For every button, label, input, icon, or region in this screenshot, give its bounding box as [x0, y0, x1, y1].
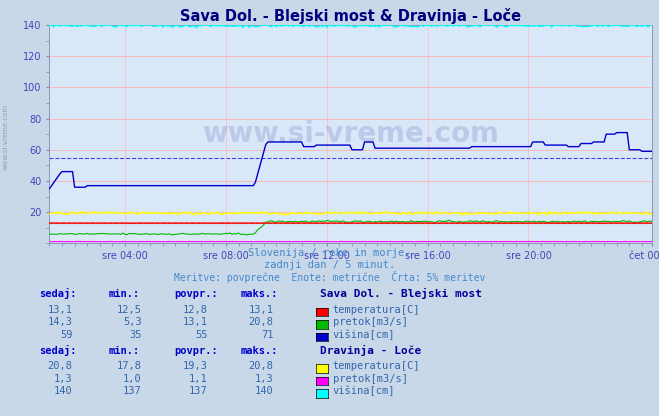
Text: pretok[m3/s]: pretok[m3/s] [333, 317, 408, 327]
Text: 140: 140 [54, 386, 72, 396]
Text: 20,8: 20,8 [248, 317, 273, 327]
Text: maks.:: maks.: [241, 290, 278, 300]
Text: zadnji dan / 5 minut.: zadnji dan / 5 minut. [264, 260, 395, 270]
Text: 12,8: 12,8 [183, 305, 208, 315]
Text: 35: 35 [129, 330, 142, 340]
Text: Dravinja - Loče: Dravinja - Loče [320, 345, 421, 357]
Text: 140: 140 [255, 386, 273, 396]
Text: 1,1: 1,1 [189, 374, 208, 384]
Text: 137: 137 [123, 386, 142, 396]
Text: 59: 59 [60, 330, 72, 340]
Text: 13,1: 13,1 [183, 317, 208, 327]
Text: 5,3: 5,3 [123, 317, 142, 327]
Text: 20,8: 20,8 [47, 362, 72, 371]
Text: 55: 55 [195, 330, 208, 340]
Text: 17,8: 17,8 [117, 362, 142, 371]
Text: povpr.:: povpr.: [175, 290, 218, 300]
Text: 137: 137 [189, 386, 208, 396]
Text: temperatura[C]: temperatura[C] [333, 362, 420, 371]
Text: 13,1: 13,1 [47, 305, 72, 315]
Text: 1,3: 1,3 [255, 374, 273, 384]
Text: min.:: min.: [109, 347, 140, 357]
Text: 1,0: 1,0 [123, 374, 142, 384]
Text: www.si-vreme.com: www.si-vreme.com [2, 104, 9, 170]
Text: povpr.:: povpr.: [175, 347, 218, 357]
Text: min.:: min.: [109, 290, 140, 300]
Text: sedaj:: sedaj: [40, 345, 77, 357]
Text: temperatura[C]: temperatura[C] [333, 305, 420, 315]
Text: višina[cm]: višina[cm] [333, 386, 395, 396]
Text: 71: 71 [261, 330, 273, 340]
Text: 19,3: 19,3 [183, 362, 208, 371]
Text: pretok[m3/s]: pretok[m3/s] [333, 374, 408, 384]
Text: maks.:: maks.: [241, 347, 278, 357]
Text: Sava Dol. - Blejski most: Sava Dol. - Blejski most [320, 288, 482, 300]
Text: Slovenija / reke in morje.: Slovenija / reke in morje. [248, 248, 411, 258]
Text: sedaj:: sedaj: [40, 288, 77, 300]
Text: 14,3: 14,3 [47, 317, 72, 327]
Text: 12,5: 12,5 [117, 305, 142, 315]
Text: 13,1: 13,1 [248, 305, 273, 315]
Title: Sava Dol. - Blejski most & Dravinja - Loče: Sava Dol. - Blejski most & Dravinja - Lo… [181, 8, 521, 24]
Text: 20,8: 20,8 [248, 362, 273, 371]
Text: 1,3: 1,3 [54, 374, 72, 384]
Text: višina[cm]: višina[cm] [333, 329, 395, 340]
Text: Meritve: povprečne  Enote: metrične  Črta: 5% meritev: Meritve: povprečne Enote: metrične Črta:… [174, 271, 485, 283]
Text: www.si-vreme.com: www.si-vreme.com [202, 120, 500, 148]
